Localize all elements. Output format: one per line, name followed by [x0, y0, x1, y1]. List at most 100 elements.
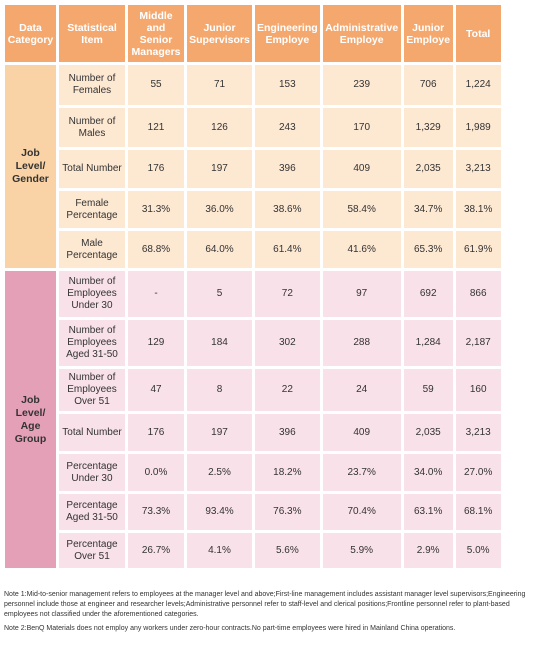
- table-row: Job Level/ Gender Number of Females 55 71 15…: [5, 65, 501, 268]
- table-row: Total Number 176 197 396 409 2,035 3,213: [5, 150, 501, 188]
- value-cell: 47: [128, 369, 184, 411]
- value-cell: 31.3%: [128, 191, 184, 228]
- note: Note 1:Mid-to-senior management refers t…: [4, 591, 526, 618]
- value-cell: 2,035: [403, 150, 453, 188]
- table-row: Percentage Aged 31-50 73.3% 93.4% 76.3% 70.4…: [5, 494, 501, 530]
- value-cell: 5.6%: [255, 533, 320, 568]
- value-cell: 72: [255, 271, 320, 317]
- value-cell: 38.1%: [455, 191, 501, 228]
- value-cell: 0.0%: [128, 454, 184, 491]
- item-cell: Total Number: [59, 150, 125, 188]
- value-cell: 160: [455, 369, 501, 411]
- value-cell: 1,329: [403, 108, 453, 147]
- item-cell: Number of Females: [59, 65, 125, 105]
- value-cell: 27.0%: [455, 454, 501, 491]
- value-cell: 197: [187, 414, 252, 451]
- table-row: Number of Employees Aged 31-50 129 184 302 2…: [5, 320, 501, 366]
- table-row: Job Level/ Age Group Number of Employees …: [5, 271, 501, 568]
- value-cell: 68.1%: [455, 494, 501, 530]
- value-cell: 58.4%: [322, 191, 401, 228]
- value-cell: 409: [322, 150, 401, 188]
- value-cell: 2,035: [403, 414, 453, 451]
- value-cell: 153: [255, 65, 320, 105]
- data-table: Data Category Statistical Item Middle and …: [2, 2, 504, 571]
- table-row: Number of Employees Over 51 47 8 22 24 59 160: [5, 369, 501, 411]
- value-cell: 866: [455, 271, 501, 317]
- value-cell: 288: [322, 320, 401, 366]
- value-cell: 1,989: [455, 108, 501, 147]
- item-cell: Number of Employees Aged 31-50: [59, 320, 125, 366]
- value-cell: 34.7%: [403, 191, 453, 228]
- value-cell: 176: [128, 150, 184, 188]
- column-header: Junior Supervisors: [187, 5, 252, 62]
- value-cell: 8: [187, 369, 252, 411]
- table-row: Percentage Under 30 0.0% 2.5% 18.2% 23.7% 34.…: [5, 454, 501, 491]
- value-cell: 121: [128, 108, 184, 147]
- value-cell: 409: [322, 414, 401, 451]
- value-cell: 302: [255, 320, 320, 366]
- value-cell: 396: [255, 414, 320, 451]
- value-cell: 170: [322, 108, 401, 147]
- value-cell: 3,213: [455, 150, 501, 188]
- value-cell: 93.4%: [187, 494, 252, 530]
- category-cell: Job Level/ Age Group: [5, 271, 56, 568]
- category-cell: Job Level/ Gender: [5, 65, 56, 268]
- value-cell: 239: [322, 65, 401, 105]
- value-cell: 396: [255, 150, 320, 188]
- value-cell: 55: [128, 65, 184, 105]
- item-cell: Number of Employees Under 30: [59, 271, 125, 317]
- item-cell: Female Percentage: [59, 191, 125, 228]
- value-cell: 70.4%: [322, 494, 401, 530]
- item-cell: Percentage Aged 31-50: [59, 494, 125, 530]
- table-body: Job Level/ Gender Number of Females 55 71 15…: [5, 65, 501, 568]
- table-row: Percentage Over 51 26.7% 4.1% 5.6% 5.9% 2.9% 5…: [5, 533, 501, 568]
- table-row: Total Number 176 197 396 409 2,035 3,213: [5, 414, 501, 451]
- column-header: Data Category: [5, 5, 56, 62]
- value-cell: 126: [187, 108, 252, 147]
- value-cell: 22: [255, 369, 320, 411]
- header-row: Data Category Statistical Item Middle and …: [5, 5, 501, 62]
- value-cell: 18.2%: [255, 454, 320, 491]
- value-cell: 61.4%: [255, 231, 320, 268]
- value-cell: 59: [403, 369, 453, 411]
- value-cell: 5.9%: [322, 533, 401, 568]
- value-cell: 41.6%: [322, 231, 401, 268]
- value-cell: 36.0%: [187, 191, 252, 228]
- column-header: Junior Employe: [403, 5, 453, 62]
- note: Note 2:BenQ Materials does not employ an…: [4, 625, 456, 632]
- value-cell: 2.5%: [187, 454, 252, 491]
- value-cell: 61.9%: [455, 231, 501, 268]
- value-cell: 706: [403, 65, 453, 105]
- value-cell: 176: [128, 414, 184, 451]
- value-cell: 76.3%: [255, 494, 320, 530]
- value-cell: 65.3%: [403, 231, 453, 268]
- value-cell: 2,187: [455, 320, 501, 366]
- column-header: Statistical Item: [59, 5, 125, 62]
- value-cell: 1,284: [403, 320, 453, 366]
- value-cell: 184: [187, 320, 252, 366]
- value-cell: 1,224: [455, 65, 501, 105]
- value-cell: 3,213: [455, 414, 501, 451]
- value-cell: 68.8%: [128, 231, 184, 268]
- item-cell: Percentage Under 30: [59, 454, 125, 491]
- item-cell: Number of Employees Over 51: [59, 369, 125, 411]
- value-cell: 197: [187, 150, 252, 188]
- value-cell: 71: [187, 65, 252, 105]
- table-row: Number of Males 121 126 243 170 1,329 1,989: [5, 108, 501, 147]
- column-header: Administrative Employe: [322, 5, 401, 62]
- value-cell: 5: [187, 271, 252, 317]
- item-cell: Percentage Over 51: [59, 533, 125, 568]
- value-cell: 73.3%: [128, 494, 184, 530]
- notes: Note 1:Mid-to-senior management refers t…: [4, 590, 536, 638]
- column-header: Engineering Employe: [255, 5, 320, 62]
- value-cell: 63.1%: [403, 494, 453, 530]
- item-cell: Number of Males: [59, 108, 125, 147]
- value-cell: -: [128, 271, 184, 317]
- value-cell: 129: [128, 320, 184, 366]
- value-cell: 5.0%: [455, 533, 501, 568]
- value-cell: 38.6%: [255, 191, 320, 228]
- value-cell: 97: [322, 271, 401, 317]
- value-cell: 24: [322, 369, 401, 411]
- item-cell: Male Percentage: [59, 231, 125, 268]
